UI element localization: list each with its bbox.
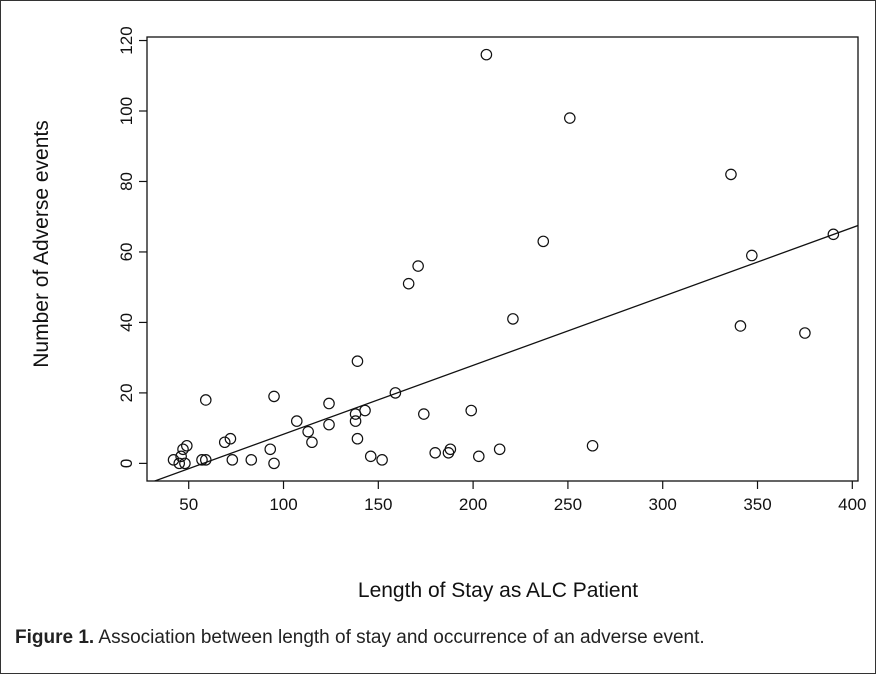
data-point [493,443,506,456]
x-tick-label: 100 [269,495,297,514]
data-point [196,454,208,466]
y-tick-label: 20 [117,383,136,402]
caption-text: Association between length of stay and o… [94,627,705,648]
data-point [444,443,457,456]
y-tick-label: 120 [117,26,136,54]
data-point [376,454,388,466]
data-point [268,390,280,403]
data-point [351,355,364,367]
x-tick-label: 300 [649,495,677,514]
data-point [323,397,335,410]
data-point [746,249,758,262]
data-point [359,404,371,417]
x-tick-label: 50 [179,495,198,514]
y-tick-label: 0 [117,459,136,468]
data-point [179,457,191,470]
data-point [564,112,576,124]
data-point [351,432,364,445]
data-point [480,48,493,61]
data-point [418,408,430,420]
data-point [349,415,362,427]
data-point [177,443,189,456]
data-point [218,436,231,449]
data-point [364,450,377,463]
plot-area [146,36,859,482]
data-point [799,327,811,339]
data-point [199,454,212,466]
x-axis-title: Length of Stay as ALC Patient [358,579,638,602]
data-point [175,450,187,463]
data-point [302,425,314,438]
x-tick-label: 400 [838,495,866,514]
y-axis-title: Number of Adverse events [30,120,53,367]
y-tick-label: 60 [117,242,136,261]
data-point [429,447,441,459]
data-point [465,404,478,417]
x-tick-label: 350 [743,495,771,514]
data-point [472,450,485,463]
x-tick-label: 250 [554,495,582,514]
data-point [264,443,277,456]
plot-box [146,36,859,482]
x-axis: 50 100 150 200 250 300 350 400 [179,481,866,514]
y-tick-label: 80 [117,172,136,191]
regression-line [152,224,858,481]
data-point [725,168,737,181]
data-point [199,394,212,406]
data-point [268,457,280,470]
data-point [245,454,258,466]
data-point [402,277,415,290]
data-point [173,457,186,470]
data-point [389,387,402,399]
data-point [224,432,237,445]
data-point [226,454,239,466]
figure-label: Figure 1. [15,627,95,648]
data-point [412,260,424,272]
data-point [586,439,599,452]
data-point [181,439,193,452]
data-point [537,235,550,248]
y-axis: 0 20 40 60 80 100 120 [117,26,147,468]
data-point [290,415,303,427]
x-tick-label: 150 [364,495,392,514]
data-point [306,436,318,449]
data-point [827,228,840,241]
figure-caption: Figure 1. Association between length of … [15,627,705,649]
data-point [167,454,180,466]
x-tick-label: 200 [459,495,487,514]
data-point [507,313,519,325]
y-tick-label: 100 [117,97,136,125]
scatter-chart: 50 100 150 200 250 300 350 400 020406080100120 … [30,26,866,602]
y-tick-label: 40 [117,313,136,332]
data-point [734,320,747,332]
data-point [323,418,335,431]
